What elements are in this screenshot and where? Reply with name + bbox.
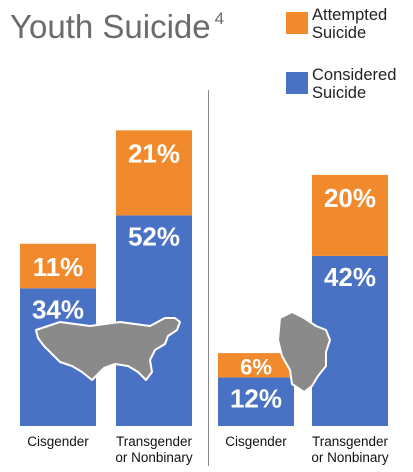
legend-swatch-considered xyxy=(286,72,308,94)
chart-title: Youth Suicide 4 xyxy=(10,8,224,46)
wi-transgender-nonbinary-attempted-value: 20% xyxy=(324,183,376,213)
legend-label-attempted-line1: Attempted xyxy=(312,6,388,24)
us-transgender-label-line1: Transgender xyxy=(115,434,193,449)
legend-label-attempted-line2: Suicide xyxy=(312,24,367,42)
legend-label-considered: Considered Suicide xyxy=(312,66,396,102)
wi-cisgender-label: Cisgender xyxy=(208,434,304,450)
wi-cisgender-considered-value: 12% xyxy=(230,383,282,413)
wi-cisgender-attempted-value: 6% xyxy=(240,354,272,379)
wi-transgender-label: Transgender or Nonbinary xyxy=(302,434,398,466)
wi-cisgender-attempted-bar xyxy=(218,353,294,378)
legend-item-considered: Considered Suicide xyxy=(286,66,396,102)
wi-cisgender-label-line1: Cisgender xyxy=(225,434,287,449)
wi-transgender-nonbinary-considered-value: 42% xyxy=(324,262,376,292)
us-cisgender-label: Cisgender xyxy=(10,434,106,450)
chart-title-text: Youth Suicide xyxy=(10,8,211,45)
wi-transgender-label-line1: Transgender xyxy=(311,434,389,449)
legend-label-considered-line2: Suicide xyxy=(312,84,367,102)
us-map-icon xyxy=(35,317,181,381)
us-transgender-nonbinary-attempted-bar xyxy=(116,130,192,216)
us-cisgender-attempted-bar xyxy=(20,243,96,289)
wi-transgender-nonbinary-attempted-bar xyxy=(312,174,388,256)
wisconsin-map-icon xyxy=(277,311,331,393)
wi-transgender-label-line2: or Nonbinary xyxy=(311,450,389,465)
legend-item-attempted: Attempted Suicide xyxy=(286,6,387,42)
us-cisgender-considered-value: 34% xyxy=(32,294,84,324)
us-transgender-label-line2: or Nonbinary xyxy=(115,450,193,465)
region-divider xyxy=(208,90,209,466)
us-transgender-label: Transgender or Nonbinary xyxy=(106,434,202,466)
footnote-marker: 4 xyxy=(214,9,225,28)
legend-label-attempted: Attempted Suicide xyxy=(312,6,387,42)
us-transgender-nonbinary-considered-value: 52% xyxy=(128,221,180,251)
legend-swatch-attempted xyxy=(286,12,308,34)
us-cisgender-label-line1: Cisgender xyxy=(27,434,89,449)
us-cisgender-attempted-value: 11% xyxy=(33,252,84,282)
legend-label-considered-line1: Considered xyxy=(312,66,397,84)
wi-cisgender-considered-bar xyxy=(218,377,294,426)
us-transgender-nonbinary-attempted-value: 21% xyxy=(128,138,180,168)
